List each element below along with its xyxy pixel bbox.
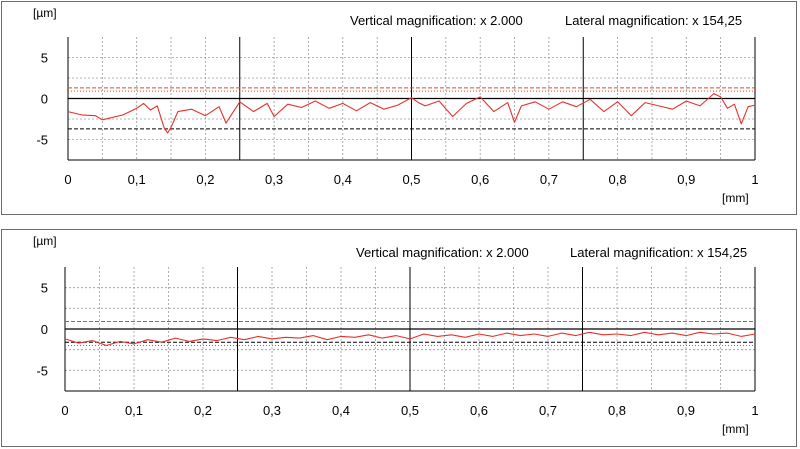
x-tick-label: 0,3 xyxy=(265,172,283,187)
x-tick-label: 0,9 xyxy=(677,403,695,418)
y-tick-label: 5 xyxy=(41,51,48,66)
lateral-magnification-label: Lateral magnification: x 154,25 xyxy=(570,245,747,260)
x-tick-label: 1 xyxy=(751,172,758,187)
x-tick-label: 0,5 xyxy=(401,403,419,418)
x-tick-label: 0 xyxy=(61,403,68,418)
profile-series-line xyxy=(64,331,756,347)
lateral-magnification-label: Lateral magnification: x 154,25 xyxy=(565,13,742,28)
x-unit-label: [mm] xyxy=(722,422,749,436)
profile-panel-2: [µm] Vertical magnification: x 2.000 Lat… xyxy=(1,229,797,447)
y-tick-label: 0 xyxy=(41,92,48,107)
y-tick-label: -5 xyxy=(36,363,48,378)
x-tick-label: 0,6 xyxy=(471,172,489,187)
x-unit-label: [mm] xyxy=(722,191,749,205)
x-tick-label: 0,2 xyxy=(194,403,212,418)
vertical-magnification-label: Vertical magnification: x 2.000 xyxy=(356,245,529,260)
x-tick-label: 0,9 xyxy=(677,172,695,187)
profile-chart-2: [µm] Vertical magnification: x 2.000 Lat… xyxy=(33,234,759,436)
y-tick-label: 0 xyxy=(41,322,48,337)
x-tick-label: 0,6 xyxy=(470,403,488,418)
y-tick-label: -5 xyxy=(36,133,48,148)
x-tick-label: 0,1 xyxy=(125,403,143,418)
x-tick-label: 0,8 xyxy=(608,403,626,418)
x-tick-label: 0,1 xyxy=(128,172,146,187)
x-tick-label: 0,7 xyxy=(540,172,558,187)
plot-area: 5 0 -5 0 0,1 0,2 0,3 0,4 0,5 0,6 0,7 0,8 0,9 1 xyxy=(36,267,759,418)
y-unit-label: [µm] xyxy=(33,234,57,248)
x-tick-label: 0 xyxy=(64,172,71,187)
x-tick-label: 0,8 xyxy=(609,172,627,187)
x-tick-label: 1 xyxy=(751,403,758,418)
y-unit-label: [µm] xyxy=(33,6,57,20)
x-tick-label: 0,2 xyxy=(196,172,214,187)
x-tick-label: 0,3 xyxy=(263,403,281,418)
y-tick-label: 5 xyxy=(41,281,48,296)
profile-chart-1: [µm] Vertical magnification: x 2.000 Lat… xyxy=(33,6,759,205)
x-tick-label: 0,7 xyxy=(539,403,557,418)
x-tick-label: 0,4 xyxy=(334,172,352,187)
plot-area: 5 0 -5 0 0,1 0,2 0,3 0,4 0,5 0,6 0,7 0,8 0,9 1 xyxy=(36,37,759,187)
vertical-magnification-label: Vertical magnification: x 2.000 xyxy=(350,13,523,28)
x-tick-label: 0,4 xyxy=(332,403,350,418)
profile-series-line xyxy=(67,93,756,134)
x-tick-label: 0,5 xyxy=(402,172,420,187)
profile-panel-1: [µm] Vertical magnification: x 2.000 Lat… xyxy=(1,1,797,215)
